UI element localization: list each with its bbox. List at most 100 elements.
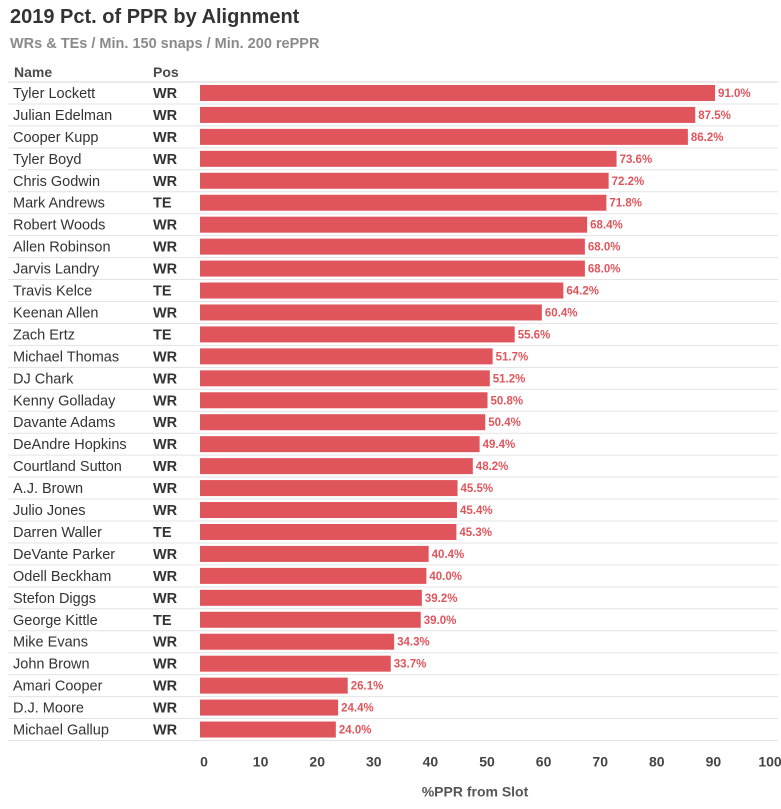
data-label: 87.5% [698, 110, 731, 122]
data-label: 34.3% [397, 637, 430, 649]
player-position: WR [153, 679, 178, 695]
player-position: TE [153, 284, 172, 300]
player-position: WR [153, 503, 178, 519]
player-name: Michael Thomas [13, 349, 119, 365]
data-bar [200, 370, 490, 387]
data-label: 49.4% [483, 439, 516, 451]
data-label: 64.2% [566, 286, 599, 298]
player-position: WR [153, 130, 178, 146]
data-label: 39.2% [425, 593, 458, 605]
player-position: WR [153, 393, 178, 409]
data-bar [200, 128, 688, 145]
data-label: 73.6% [620, 154, 653, 166]
x-tick-label: 20 [309, 754, 325, 770]
data-label: 68.0% [588, 264, 621, 276]
data-bar [200, 611, 421, 628]
player-position: WR [153, 240, 178, 256]
player-position: WR [153, 459, 178, 475]
data-bar [200, 502, 457, 519]
player-position: WR [153, 174, 178, 190]
data-bar [200, 106, 696, 123]
player-position: WR [153, 86, 178, 102]
data-bar [200, 458, 473, 475]
data-label: 51.7% [496, 351, 529, 363]
data-bar [200, 721, 336, 738]
data-bar [200, 523, 457, 540]
x-tick-label: 40 [423, 754, 439, 770]
player-name: DJ Chark [13, 371, 74, 387]
data-label: 68.0% [588, 242, 621, 254]
player-name: Cooper Kupp [13, 130, 98, 146]
x-axis-label: %PPR from Slot [422, 784, 529, 800]
chart-subtitle: WRs & TEs / Min. 150 snaps / Min. 200 re… [10, 36, 320, 52]
data-label: 50.4% [488, 417, 521, 429]
player-name: Travis Kelce [13, 284, 92, 300]
player-name: Stefon Diggs [13, 591, 96, 607]
x-tick-label: 0 [200, 754, 208, 770]
player-position: WR [153, 262, 178, 278]
player-name: Julio Jones [13, 503, 86, 519]
player-name: Jarvis Landry [13, 262, 100, 278]
player-position: WR [153, 591, 178, 607]
player-position: WR [153, 349, 178, 365]
player-position: WR [153, 305, 178, 321]
data-bar [200, 436, 480, 453]
data-label: 48.2% [476, 461, 509, 473]
player-name: A.J. Brown [13, 481, 83, 497]
player-position: WR [153, 701, 178, 717]
data-bar [200, 480, 458, 497]
data-bar [200, 172, 609, 189]
player-position: WR [153, 569, 178, 585]
player-position: TE [153, 196, 172, 212]
data-bar [200, 567, 427, 584]
x-tick-label: 30 [366, 754, 382, 770]
player-position: WR [153, 437, 178, 453]
data-label: 91.0% [718, 88, 751, 100]
data-bar [200, 216, 588, 233]
data-label: 71.8% [609, 198, 642, 210]
player-position: WR [153, 635, 178, 651]
data-label: 60.4% [545, 307, 578, 319]
data-bar [200, 194, 607, 211]
data-bar [200, 238, 585, 255]
player-position: TE [153, 525, 172, 541]
data-label: 40.0% [429, 571, 462, 583]
data-label: 45.3% [459, 527, 492, 539]
data-bar [200, 589, 422, 606]
player-name: Davante Adams [13, 415, 115, 431]
player-name: Allen Robinson [13, 240, 111, 256]
data-label: 45.5% [461, 483, 494, 495]
player-name: George Kittle [13, 613, 98, 629]
data-label: 24.4% [341, 703, 374, 715]
player-name: Keenan Allen [13, 305, 98, 321]
data-bar [200, 282, 564, 299]
data-bar [200, 260, 585, 277]
data-label: 68.4% [590, 220, 623, 232]
data-bar [200, 348, 493, 365]
data-label: 86.2% [691, 132, 724, 144]
x-tick-label: 90 [706, 754, 722, 770]
player-name: Mike Evans [13, 635, 88, 651]
player-name: DeAndre Hopkins [13, 437, 127, 453]
data-bar [200, 699, 339, 716]
player-name: Michael Gallup [13, 723, 109, 739]
player-name: Julian Edelman [13, 108, 112, 124]
data-bar [200, 304, 542, 321]
data-bar [200, 150, 617, 167]
data-bar [200, 545, 429, 562]
player-position: WR [153, 415, 178, 431]
player-name: Kenny Golladay [13, 393, 116, 409]
x-tick-label: 70 [592, 754, 608, 770]
player-name: Robert Woods [13, 218, 105, 234]
player-position: WR [153, 723, 178, 739]
player-position: WR [153, 547, 178, 563]
data-bar [200, 84, 716, 101]
data-bar [200, 326, 515, 343]
player-name: DeVante Parker [13, 547, 115, 563]
data-label: 40.4% [432, 549, 465, 561]
player-name: Odell Beckham [13, 569, 111, 585]
player-name: Zach Ertz [13, 327, 75, 343]
player-name: Mark Andrews [13, 196, 105, 212]
pos-column-header: Pos [153, 64, 179, 80]
